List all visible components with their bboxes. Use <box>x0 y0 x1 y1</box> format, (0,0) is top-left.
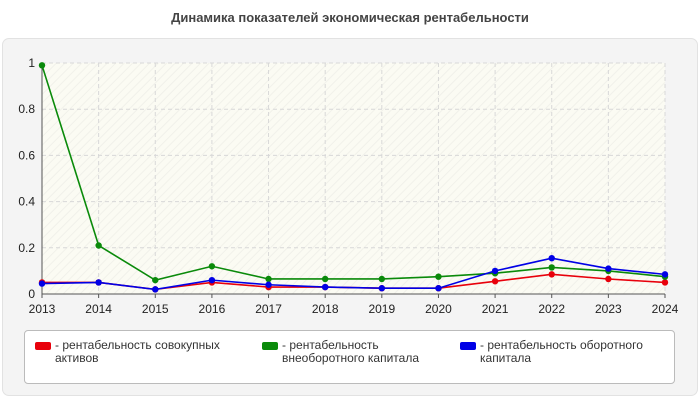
x-tick-label: 2014 <box>85 302 112 316</box>
data-point-series-3 <box>378 285 386 292</box>
data-point-series-2 <box>321 275 329 283</box>
series-line-3 <box>41 257 666 291</box>
data-point-series-1 <box>548 271 555 278</box>
data-point-series-3 <box>661 271 669 278</box>
legend-text-series-2: рентабельность внеоборотного капитала <box>282 338 419 365</box>
data-point-series-3 <box>95 279 102 286</box>
x-tick-label: 2016 <box>199 302 226 316</box>
data-point-series-2 <box>435 273 442 280</box>
legend-item-series-1[interactable]: - рентабельность совокупных активов <box>35 339 245 365</box>
legend-swatch-series-1 <box>35 342 51 350</box>
data-point-series-2 <box>152 276 159 284</box>
data-point-series-2 <box>38 62 46 69</box>
legend-prefix: - <box>55 338 59 352</box>
legend: - рентабельность совокупных активов - ре… <box>24 330 675 384</box>
series-line-2 <box>41 65 666 281</box>
legend-text-series-1: рентабельность совокупных активов <box>55 338 220 365</box>
data-point-series-3 <box>548 254 555 262</box>
legend-label-series-2: - рентабельность внеоборотного капитала <box>282 339 452 365</box>
legend-label-series-1: - рентабельность совокупных активов <box>55 339 245 365</box>
legend-item-series-3[interactable]: - рентабельность оборотного капитала <box>460 339 670 365</box>
data-point-series-1 <box>605 275 612 283</box>
data-point-series-2 <box>548 264 555 271</box>
y-tick-label: 0.2 <box>18 241 35 255</box>
x-tick-label: 2013 <box>29 302 56 316</box>
legend-text-series-3: рентабельность оборотного капитала <box>480 338 643 365</box>
data-point-series-3 <box>491 267 499 275</box>
data-point-series-2 <box>95 242 102 249</box>
x-tick-label: 2024 <box>652 302 679 316</box>
data-point-series-3 <box>38 280 46 287</box>
data-point-series-3 <box>152 286 159 293</box>
y-tick-label: 0.4 <box>18 195 35 209</box>
y-tick-label: 0 <box>28 287 35 301</box>
data-point-series-1 <box>661 279 669 286</box>
data-point-series-2 <box>378 275 386 283</box>
y-tick-label: 0.8 <box>18 102 35 116</box>
plot-area <box>42 63 665 294</box>
chart-title: Динамика показателей экономическая рента… <box>171 10 529 25</box>
data-point-series-2 <box>265 275 272 283</box>
y-tick-label: 0.6 <box>18 148 35 162</box>
data-point-series-3 <box>321 283 329 291</box>
x-tick-label: 2015 <box>142 302 169 316</box>
x-tick-label: 2022 <box>538 302 565 316</box>
legend-label-series-3: - рентабельность оборотного капитала <box>480 339 670 365</box>
data-point-series-3 <box>605 265 612 272</box>
y-tick-label: 1 <box>28 56 35 70</box>
x-tick-label: 2018 <box>312 302 339 316</box>
x-tick-label: 2021 <box>482 302 509 316</box>
legend-prefix: - <box>480 338 484 352</box>
legend-prefix: - <box>282 338 286 352</box>
x-tick-label: 2023 <box>595 302 622 316</box>
x-tick-label: 2019 <box>368 302 395 316</box>
data-point-series-2 <box>208 263 216 270</box>
x-tick-label: 2020 <box>425 302 452 316</box>
data-point-series-3 <box>435 285 442 292</box>
data-point-series-1 <box>491 278 499 285</box>
data-point-series-3 <box>265 281 272 288</box>
data-point-series-3 <box>208 276 216 284</box>
legend-swatch-series-3 <box>460 342 476 350</box>
legend-item-series-2[interactable]: - рентабельность внеоборотного капитала <box>262 339 452 365</box>
x-tick-label: 2017 <box>255 302 282 316</box>
legend-swatch-series-2 <box>262 342 278 350</box>
